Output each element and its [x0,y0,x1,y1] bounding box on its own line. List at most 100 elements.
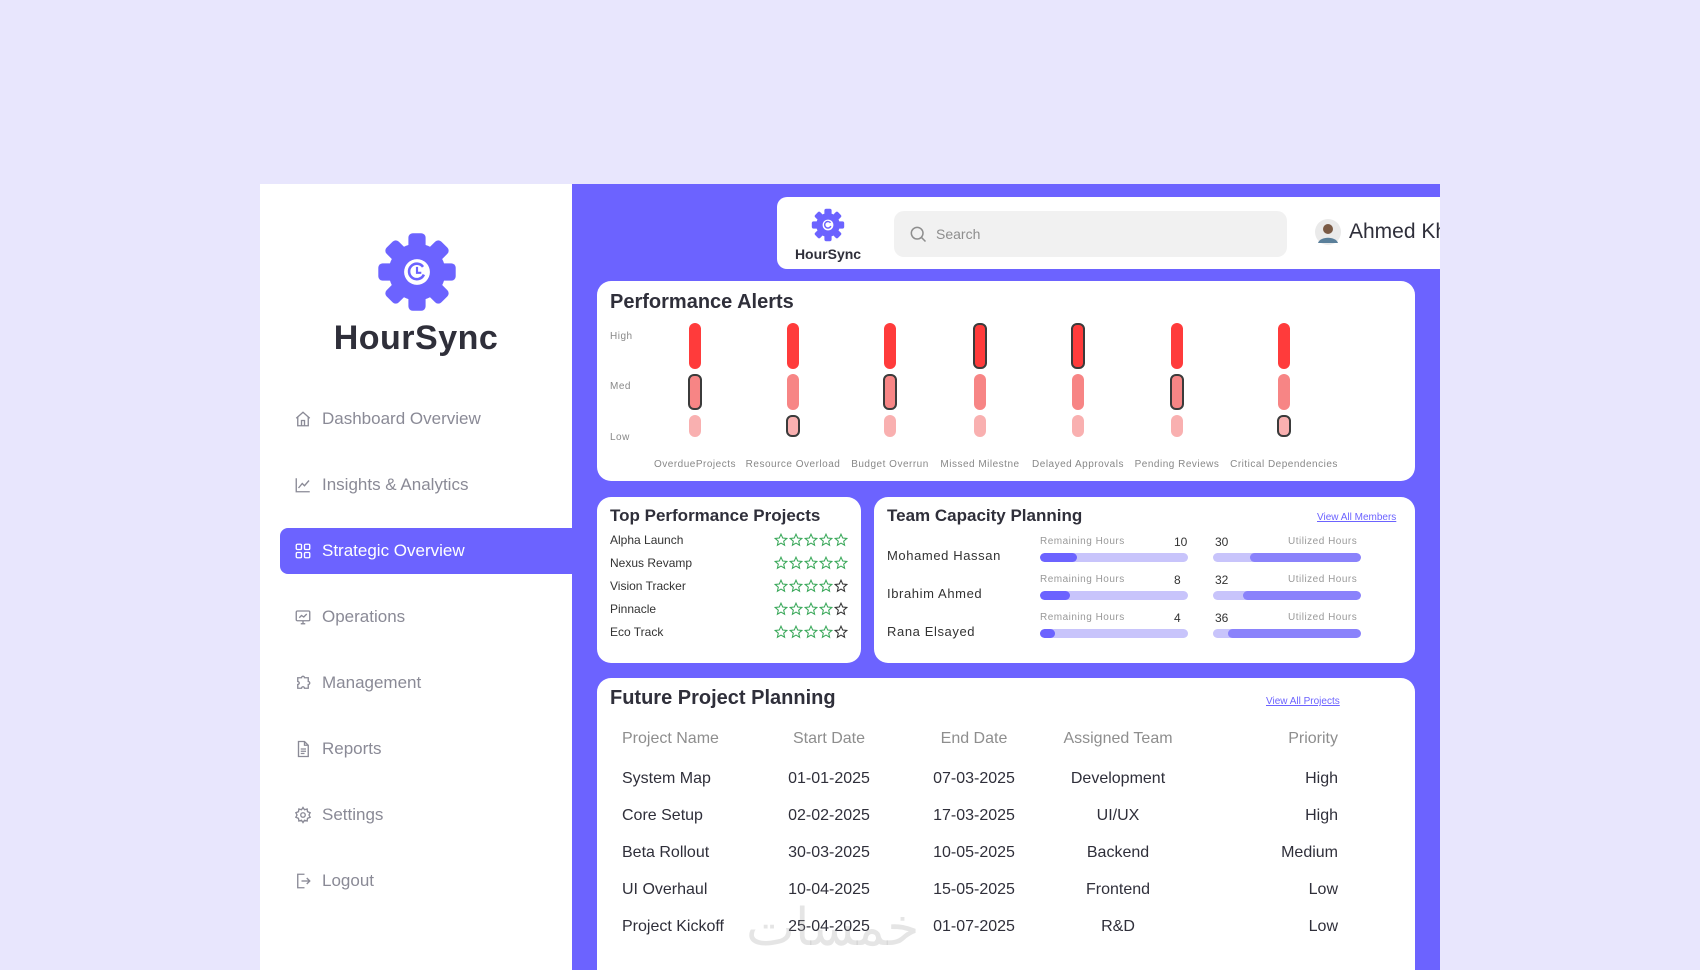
top-bar: HourSync Ahmed Khaled [777,197,1440,269]
alert-level-pill-low [786,415,800,437]
alert-level-pill-med [1072,374,1084,410]
table-cell: Project Kickoff [622,918,724,935]
alert-level-pill-low [689,415,701,437]
alert-level-pill-high [1278,323,1290,369]
star-filled-icon [804,579,818,593]
sidebar-item-settings[interactable]: Settings [280,792,572,838]
view-all-projects-link[interactable]: View All Projects [1266,696,1340,707]
sidebar-item-insights-analytics[interactable]: Insights & Analytics [280,462,572,508]
utilized-hours-bar [1213,591,1361,600]
utilized-hours-bar [1213,553,1361,562]
home-icon [292,408,314,430]
sidebar-item-label: Logout [322,871,374,890]
remaining-hours-label: Remaining Hours [1040,574,1125,585]
top-projects-title: Top Performance Projects [610,506,821,525]
remaining-hours-value: 10 [1174,535,1188,549]
star-filled-icon [834,533,848,547]
logo-gear-icon [378,233,456,311]
team-capacity-card: Team Capacity Planning View All Members … [874,497,1415,663]
list-item[interactable]: Pinnacle [610,599,848,619]
table-cell: Low [1308,881,1338,898]
table-cell: 01-07-2025 [933,918,1015,935]
puzzle-icon [292,672,314,694]
user-profile[interactable]: Ahmed Khaled [1315,219,1440,245]
alert-level-pill-med [688,374,702,410]
sidebar-item-label: Operations [322,607,406,626]
table-header-cell: Start Date [792,730,866,747]
monitor-icon [292,606,314,628]
remaining-hours-label: Remaining Hours [1040,536,1125,547]
table-cell: Core Setup [622,807,703,824]
table-cell: 25-04-2025 [788,918,870,935]
table-cell: 15-05-2025 [933,881,1015,898]
remaining-hours-value: 4 [1174,611,1181,625]
table-header-cell: Assigned Team [1063,730,1173,747]
rating-stars [774,556,848,570]
future-planning-title: Future Project Planning [610,687,836,709]
star-filled-icon [789,602,803,616]
member-name: Ibrahim Ahmed [887,586,983,601]
top-performance-projects-card: Top Performance Projects Alpha Launch Nex… [597,497,861,663]
star-filled-icon [804,533,818,547]
alert-name-label: Missed Milestne [940,459,1020,470]
alert-level-pill-low [884,415,896,437]
sidebar-item-management[interactable]: Management [280,660,572,706]
search-icon [910,226,927,243]
alert-name-label: Budget Overrun [851,459,929,470]
level-label-high: High [610,331,633,342]
list-item[interactable]: Eco Track [610,622,848,642]
table-cell: 02-02-2025 [788,807,870,824]
sidebar-item-logout[interactable]: Logout [280,858,572,904]
topbar-brand: HourSync [794,246,862,262]
brand-name: HourSync [333,319,499,357]
table-cell: 10-05-2025 [933,844,1015,861]
star-filled-icon [789,579,803,593]
star-empty-icon [834,602,848,616]
search-input[interactable] [936,226,1256,242]
sidebar-item-reports[interactable]: Reports [280,726,572,772]
grid-icon [292,540,314,562]
line-chart-icon [292,474,314,496]
alert-name-label: OverdueProjects [654,459,736,470]
main-panel: HourSync Ahmed Khaled Performance Alerts… [572,184,1440,970]
star-empty-icon [834,579,848,593]
remaining-hours-bar [1040,553,1188,562]
project-name: Nexus Revamp [610,556,693,570]
table-cell: 10-04-2025 [788,881,870,898]
alert-level-pill-high [1071,323,1085,369]
list-item[interactable]: Alpha Launch [610,530,848,550]
table-cell: 01-01-2025 [788,770,870,787]
table-cell: System Map [622,770,711,787]
utilized-hours-label: Utilized Hours [1288,536,1358,547]
alert-level-pill-med [883,374,897,410]
list-item[interactable]: Nexus Revamp [610,553,848,573]
sidebar-item-label: Settings [322,805,384,824]
star-filled-icon [819,533,833,547]
project-name: Pinnacle [610,602,657,616]
view-all-members-link[interactable]: View All Members [1317,512,1397,523]
table-cell: Development [1070,770,1166,787]
level-label-med: Med [610,381,631,392]
alert-name-label: Resource Overload [745,459,841,470]
project-name: Alpha Launch [610,533,684,547]
alert-level-pill-med [974,374,986,410]
sidebar-item-strategic-overview[interactable]: Strategic Overview [280,528,572,574]
star-filled-icon [789,556,803,570]
sidebar-item-operations[interactable]: Operations [280,594,572,640]
alert-level-pill-high [973,323,987,369]
sidebar-item-label: Insights & Analytics [322,475,469,494]
utilized-hours-fill [1250,553,1361,562]
sidebar-item-dashboard-overview[interactable]: Dashboard Overview [280,396,572,442]
alert-name-label: Critical Dependencies [1230,459,1338,470]
star-filled-icon [804,602,818,616]
search-box[interactable] [894,211,1287,257]
rating-stars [774,625,848,639]
table-cell: R&D [1101,918,1135,935]
star-filled-icon [819,625,833,639]
alert-level-pill-low [1171,415,1183,437]
logo-gear-icon [811,208,845,242]
performance-alerts-card: Performance Alerts High Med Low OverdueP… [597,281,1415,481]
table-cell: Backend [1086,844,1150,861]
star-filled-icon [774,602,788,616]
list-item[interactable]: Vision Tracker [610,576,848,596]
